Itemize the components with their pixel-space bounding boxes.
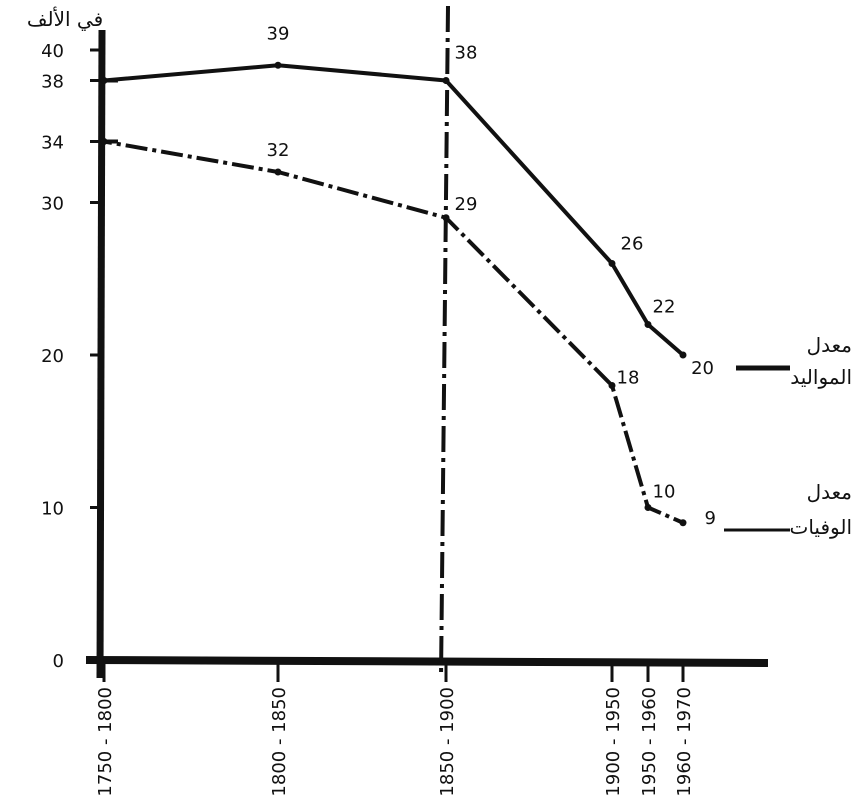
data-label: 38 [455, 43, 478, 64]
x-tick-label: 1960 - 1970 [674, 687, 695, 797]
data-label: 10 [653, 482, 676, 503]
x-tick-label-group: 1960 - 1970 [674, 687, 695, 797]
data-point [274, 168, 282, 176]
y-tick-label: 34 [41, 133, 64, 154]
data-point [644, 504, 652, 511]
data-point [442, 77, 450, 84]
x-tick-label-group: 1750 - 1800 [95, 687, 116, 797]
x-axis-line [85, 656, 769, 667]
y-tick-label: 0 [53, 651, 64, 672]
data-point [608, 260, 616, 267]
data-point [100, 138, 108, 145]
data-point [608, 382, 616, 389]
legend-label-deaths-line1: معدل [807, 480, 852, 504]
data-label: 32 [267, 140, 290, 161]
divider-line-1850 [439, 5, 450, 679]
y-axis-unit-label: في الألف [27, 7, 103, 32]
series-line-0 [102, 63, 685, 357]
legend-label-births-line2: المواليد [790, 365, 852, 389]
legend-value-births: 20 [691, 358, 714, 379]
x-tick-label: 1950 - 1960 [639, 687, 660, 797]
data-label: 26 [621, 234, 644, 255]
y-tick-label: 30 [41, 194, 64, 215]
x-tick-label-group: 1900 - 1950 [603, 687, 624, 797]
legend-label-deaths-line2: الوفيات [790, 515, 853, 539]
data-point [644, 321, 652, 328]
data-point [442, 214, 450, 222]
x-tick-label-group: 1800 - 1850 [269, 687, 290, 797]
data-label: 39 [267, 23, 290, 44]
data-point [274, 61, 282, 69]
legend-label-births-line1: معدل [807, 333, 852, 357]
data-point [679, 519, 687, 527]
y-tick-label: 40 [41, 41, 64, 62]
x-tick-label: 1750 - 1800 [95, 687, 116, 797]
x-tick-label-group: 1850 - 1900 [437, 687, 458, 797]
data-label: 22 [653, 297, 676, 318]
data-point [679, 351, 687, 359]
data-label: 29 [455, 194, 478, 215]
data-label: 18 [617, 368, 640, 389]
legend-value-deaths: 9 [705, 508, 716, 529]
data-point [100, 77, 108, 84]
x-tick-label: 1850 - 1900 [437, 687, 458, 797]
x-tick-label: 1800 - 1850 [269, 687, 290, 797]
y-tick-label: 10 [41, 499, 64, 520]
y-tick-label: 38 [41, 72, 64, 93]
y-tick-label: 20 [41, 346, 64, 367]
series-line-1 [102, 139, 684, 525]
x-tick-label-group: 1950 - 1960 [639, 687, 660, 797]
x-tick-label: 1900 - 1950 [603, 687, 624, 797]
